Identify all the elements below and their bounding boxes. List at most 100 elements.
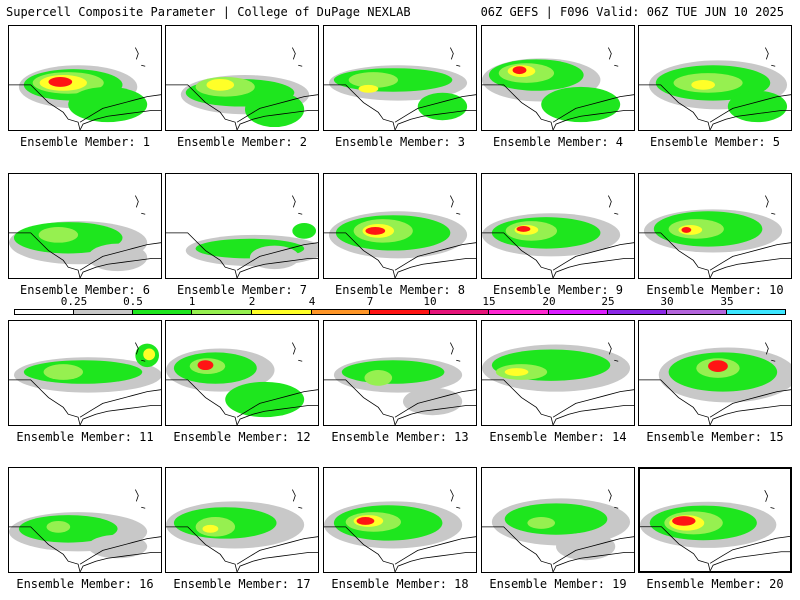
ensemble-member-label: Ensemble Member: 2 <box>176 135 308 149</box>
geographic-border-line <box>9 379 161 425</box>
color-scale-segment <box>549 309 608 315</box>
ensemble-panel-16[interactable] <box>8 467 162 573</box>
geographic-border-line <box>709 109 791 130</box>
scp-contour-fill <box>197 360 214 371</box>
color-scale-segment <box>133 309 192 315</box>
ensemble-panel-12[interactable] <box>165 320 319 426</box>
scp-contour-fill <box>348 72 399 88</box>
geographic-border-line <box>640 526 790 571</box>
color-scale-tick-label: 25 <box>601 295 615 308</box>
scp-contour-fill <box>365 226 386 235</box>
geographic-border-line <box>291 47 303 67</box>
ensemble-panel-10[interactable] <box>638 173 792 279</box>
color-scale-segment <box>252 309 312 315</box>
scp-contour-fill <box>292 223 317 239</box>
ensemble-member-label: Ensemble Member: 4 <box>492 135 624 149</box>
color-scale-tick-label: 2 <box>248 295 256 308</box>
scp-field-map <box>324 195 476 278</box>
geographic-border-line <box>9 526 161 572</box>
scp-contour-fill <box>43 364 84 380</box>
scp-field-map <box>9 342 161 425</box>
geographic-border-line <box>134 47 146 67</box>
scp-contour-fill <box>527 517 556 529</box>
ensemble-member-label: Ensemble Member: 15 <box>646 430 784 444</box>
scp-contour-fill <box>202 524 219 533</box>
ensemble-panel-6[interactable] <box>8 173 162 279</box>
ensemble-panel-8[interactable] <box>323 173 477 279</box>
scp-contour-fill <box>691 79 715 90</box>
ensemble-panel-15[interactable] <box>638 320 792 426</box>
ensemble-member-label: Ensemble Member: 14 <box>489 430 627 444</box>
scp-field-map <box>9 195 161 278</box>
ensemble-member-label: Ensemble Member: 6 <box>19 283 151 297</box>
geographic-border-line <box>764 47 776 67</box>
color-scale-tick-label: 1 <box>188 295 196 308</box>
ensemble-panel-7[interactable] <box>165 173 319 279</box>
color-scale-segment <box>74 309 133 315</box>
ensemble-panel-5[interactable] <box>638 25 792 131</box>
scp-field-map <box>482 47 634 130</box>
geographic-border-line <box>449 195 461 215</box>
geographic-border-line <box>607 342 619 362</box>
ensemble-panel-1[interactable] <box>8 25 162 131</box>
geographic-border-line <box>449 489 461 509</box>
ensemble-member-label: Ensemble Member: 10 <box>646 283 784 297</box>
scp-contour-fill <box>364 370 393 386</box>
geographic-border-line <box>482 379 634 425</box>
color-scale-segment <box>608 309 667 315</box>
ensemble-member-label: Ensemble Member: 12 <box>173 430 311 444</box>
ensemble-panel-19[interactable] <box>481 467 635 573</box>
scp-field-map <box>482 195 634 278</box>
ensemble-panel-18[interactable] <box>323 467 477 573</box>
ensemble-panel-17[interactable] <box>165 467 319 573</box>
geographic-border-line <box>639 379 791 425</box>
geographic-border-line <box>607 195 619 215</box>
ensemble-panel-14[interactable] <box>481 320 635 426</box>
color-scale-segment <box>312 309 370 315</box>
color-scale-segment <box>430 309 489 315</box>
ensemble-panel-9[interactable] <box>481 173 635 279</box>
scp-contour-fill <box>68 86 148 123</box>
ensemble-member-label: Ensemble Member: 7 <box>176 283 308 297</box>
geographic-border-line <box>166 526 318 572</box>
color-scale-tick-label: 15 <box>482 295 496 308</box>
ensemble-panel-13[interactable] <box>323 320 477 426</box>
geographic-border-line <box>324 232 476 278</box>
ensemble-panel-11[interactable] <box>8 320 162 426</box>
geographic-border-line <box>764 342 776 362</box>
ensemble-panel-4[interactable] <box>481 25 635 131</box>
geographic-border-line <box>79 109 161 130</box>
scp-contour-fill <box>708 360 728 373</box>
scp-contour-fill <box>681 226 692 233</box>
scp-contour-fill <box>87 243 148 272</box>
geographic-border-line <box>709 551 790 571</box>
scp-contour-fill <box>341 360 445 384</box>
ensemble-member-label: Ensemble Member: 8 <box>334 283 466 297</box>
geographic-border-line <box>79 257 161 278</box>
ensemble-panel-20[interactable] <box>638 467 792 573</box>
color-scale-segment <box>370 309 430 315</box>
geographic-border-line <box>709 257 791 278</box>
scp-field-map <box>482 342 634 425</box>
scp-contour-fill <box>727 90 788 123</box>
ensemble-panel-2[interactable] <box>165 25 319 131</box>
scp-field-map <box>640 489 790 571</box>
scp-field-map <box>324 489 476 572</box>
ensemble-member-label: Ensemble Member: 17 <box>173 577 311 591</box>
scp-field-map <box>166 489 318 572</box>
color-scale-segment <box>489 309 549 315</box>
scp-contour-fill <box>356 517 375 525</box>
geographic-border-line <box>394 404 476 425</box>
color-scale-tick-label: 30 <box>660 295 674 308</box>
geographic-border-line <box>394 551 476 572</box>
geographic-border-line <box>449 342 461 362</box>
ensemble-panel-3[interactable] <box>323 25 477 131</box>
color-scale-tick-label: 0.25 <box>60 295 88 308</box>
ensemble-member-label: Ensemble Member: 13 <box>331 430 469 444</box>
geographic-border-line <box>394 109 476 130</box>
geographic-border-line <box>394 257 476 278</box>
scp-contour-fill <box>417 92 468 121</box>
scp-field-map <box>166 342 318 425</box>
scp-contour-fill <box>38 226 79 243</box>
geographic-border-line <box>639 232 791 278</box>
